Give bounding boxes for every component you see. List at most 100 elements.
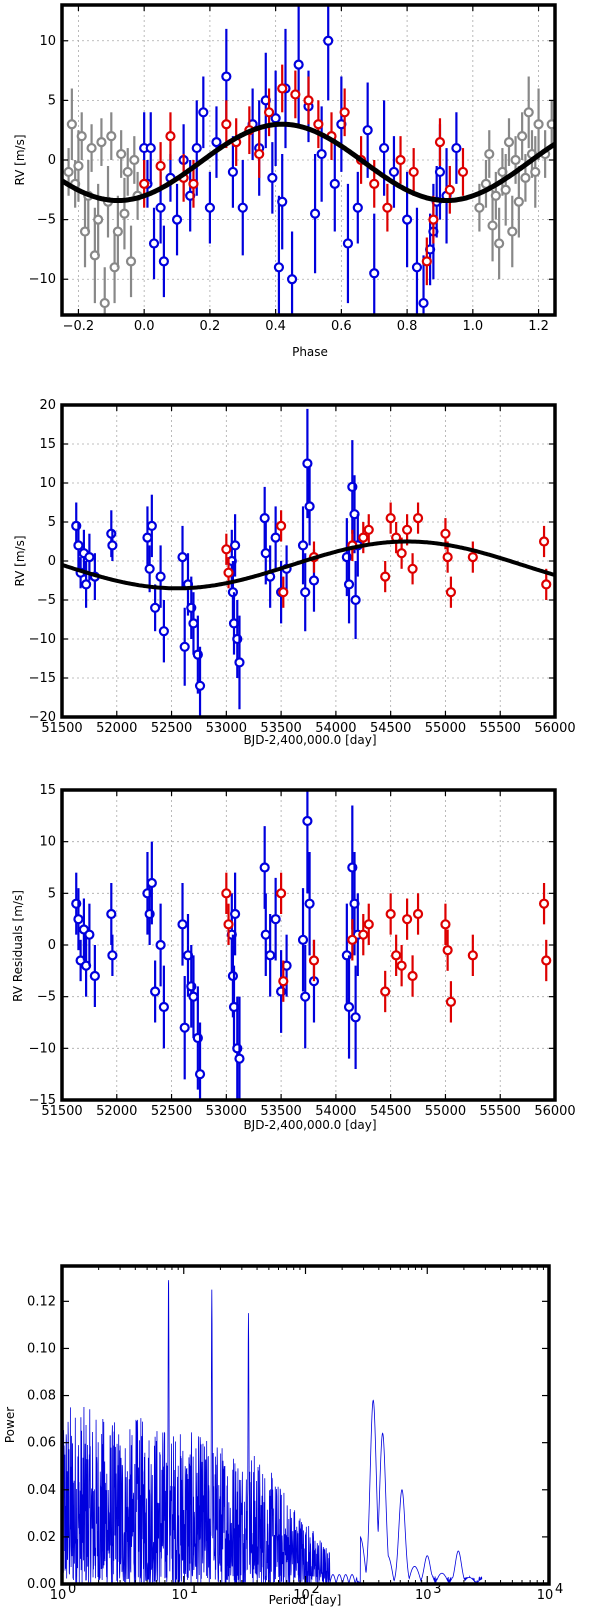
y-tick-label: 0.12: [27, 1294, 56, 1309]
data-point: [302, 815, 313, 827]
data-point: [73, 540, 84, 551]
data-point: [229, 908, 241, 920]
data-point: [84, 551, 95, 563]
data-point: [411, 262, 423, 273]
data-point: [407, 970, 418, 982]
x-tick-label: 52000: [96, 721, 137, 736]
data-point: [362, 125, 373, 136]
plot-area: [62, 1280, 483, 1584]
data-point: [204, 202, 215, 213]
data-point: [194, 680, 206, 691]
data-point: [188, 618, 199, 629]
x-tick-label: 10: [293, 1588, 310, 1603]
data-point: [158, 626, 169, 637]
data-point: [221, 888, 232, 899]
data-point: [467, 551, 478, 563]
data-point: [270, 914, 281, 925]
data-point: [144, 563, 155, 574]
data-point: [445, 587, 457, 598]
data-point: [391, 950, 402, 961]
data-point: [474, 202, 485, 213]
data-point: [259, 862, 270, 873]
data-point: [265, 950, 276, 961]
y-tick-label: 0.08: [27, 1389, 56, 1404]
data-point: [434, 137, 446, 148]
data-point: [343, 579, 355, 590]
data-point: [270, 532, 281, 543]
data-point: [343, 1001, 355, 1013]
periodogram-line: [62, 1280, 483, 1584]
y-tick-label: 0: [48, 938, 56, 953]
data-point: [99, 297, 110, 309]
y-tick-label: 10: [39, 34, 56, 49]
data-point: [363, 524, 374, 535]
data-point: [277, 83, 288, 94]
data-point: [380, 986, 391, 997]
x-tick-label: 0.6: [331, 319, 352, 334]
x-tick-label: 54000: [315, 721, 356, 736]
data-point: [177, 551, 188, 563]
data-point: [155, 160, 166, 172]
data-point: [303, 95, 314, 106]
y-tick-label: 20: [39, 398, 56, 413]
x-tick-label: 52500: [151, 721, 192, 736]
data-point: [155, 939, 166, 951]
x-tick-label: 54500: [370, 1104, 411, 1119]
data-point: [148, 238, 160, 249]
data-point: [440, 528, 451, 539]
data-point: [523, 107, 534, 118]
data-point: [538, 898, 550, 909]
data-point: [342, 238, 354, 249]
data-point: [358, 532, 369, 543]
periodogram-x-axis-label: Period [day]: [269, 1593, 342, 1607]
data-point: [171, 214, 183, 225]
data-point: [382, 202, 393, 213]
data-point: [276, 520, 287, 532]
data-point: [158, 256, 169, 267]
data-point: [329, 178, 340, 189]
data-point: [263, 107, 275, 118]
x-tick-label: 51500: [41, 1104, 82, 1119]
data-point: [302, 458, 313, 469]
y-tick-label: −15: [29, 1093, 56, 1108]
y-tick-label: 15: [39, 437, 56, 452]
data-point: [179, 641, 190, 652]
data-point: [350, 594, 361, 606]
data-point: [369, 268, 380, 279]
x-tick-label: 52000: [96, 1104, 137, 1119]
data-point: [106, 908, 117, 920]
data-point: [150, 602, 161, 613]
x-tick-label: 56000: [534, 721, 575, 736]
data-point: [396, 960, 407, 971]
x-tick-label: −0.2: [63, 319, 95, 334]
axes-frame: [60, 1264, 551, 1586]
data-point: [223, 919, 234, 930]
data-point: [150, 986, 161, 997]
data-point: [260, 929, 271, 940]
data-point: [316, 148, 327, 160]
data-point: [467, 950, 478, 961]
data-point: [520, 172, 531, 183]
data-point: [408, 166, 419, 178]
data-point: [385, 908, 396, 920]
x-tick-label: 53500: [260, 721, 301, 736]
data-point: [145, 142, 156, 154]
residuals-y-axis-label: RV Residuals [m/s]: [11, 890, 25, 1002]
data-point: [73, 914, 84, 925]
x-tick-exponent: 4: [555, 1582, 563, 1597]
x-tick-label: 1.0: [462, 319, 483, 334]
model-curve: [62, 121, 555, 203]
series-blue: [71, 790, 363, 1100]
data-point: [63, 166, 74, 178]
data-point: [146, 877, 157, 889]
data-point: [363, 919, 374, 930]
x-tick-label: 53000: [206, 721, 247, 736]
data-point: [402, 524, 413, 535]
data-point: [139, 178, 150, 189]
data-point: [188, 178, 199, 189]
data-point: [538, 536, 550, 547]
data-point: [402, 214, 413, 225]
y-tick-label: −10: [29, 632, 56, 647]
data-point: [221, 119, 232, 130]
data-point: [440, 919, 451, 930]
